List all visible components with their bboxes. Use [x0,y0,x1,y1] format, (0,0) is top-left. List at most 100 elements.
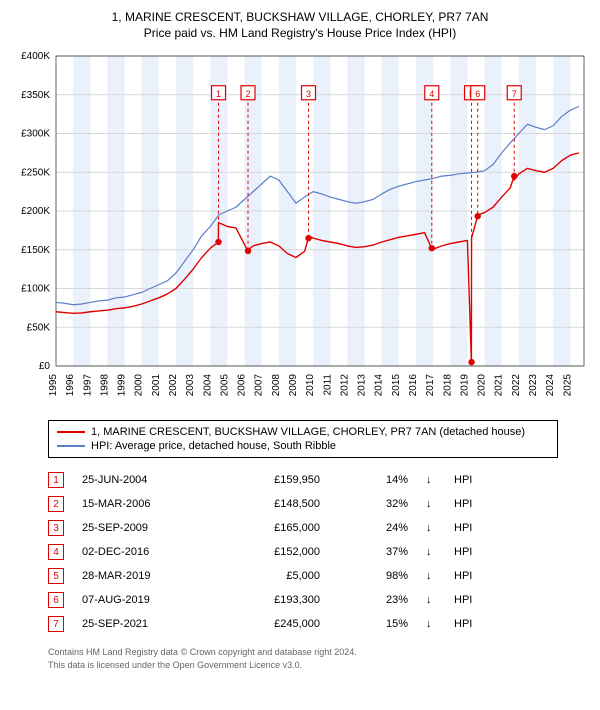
transaction-marker: 7 [48,616,64,632]
transaction-price: £165,000 [220,522,320,534]
svg-text:£350K: £350K [21,90,50,101]
svg-text:£150K: £150K [21,245,50,256]
svg-text:£100K: £100K [21,284,50,295]
legend-swatch [57,445,85,447]
legend-label: 1, MARINE CRESCENT, BUCKSHAW VILLAGE, CH… [91,426,525,438]
transaction-price: £245,000 [220,618,320,630]
svg-text:2016: 2016 [408,374,419,397]
transaction-hpi-label: HPI [454,618,484,630]
transaction-date: 07-AUG-2019 [82,594,202,606]
transaction-row: 402-DEC-2016£152,00037%↓HPI [48,540,558,564]
transaction-pct: 32% [338,498,408,510]
transaction-pct: 15% [338,618,408,630]
svg-text:1997: 1997 [82,374,93,397]
down-arrow-icon: ↓ [426,618,436,630]
transaction-hpi-label: HPI [454,474,484,486]
svg-text:3: 3 [306,89,311,99]
legend: 1, MARINE CRESCENT, BUCKSHAW VILLAGE, CH… [48,420,558,458]
svg-text:2010: 2010 [305,374,316,397]
svg-text:7: 7 [512,89,517,99]
legend-label: HPI: Average price, detached house, Sout… [91,440,336,452]
svg-text:2015: 2015 [391,374,402,397]
down-arrow-icon: ↓ [426,546,436,558]
svg-text:2019: 2019 [459,374,470,397]
footer-attribution: Contains HM Land Registry data © Crown c… [48,646,590,671]
transaction-date: 15-MAR-2006 [82,498,202,510]
footer-line-2: This data is licensed under the Open Gov… [48,659,590,672]
transaction-hpi-label: HPI [454,498,484,510]
transaction-row: 607-AUG-2019£193,30023%↓HPI [48,588,558,612]
svg-text:2005: 2005 [219,374,230,397]
transaction-pct: 37% [338,546,408,558]
svg-text:2014: 2014 [374,374,385,397]
svg-text:2007: 2007 [254,374,265,397]
svg-text:2001: 2001 [151,374,162,397]
svg-text:2020: 2020 [477,374,488,397]
svg-text:2018: 2018 [442,374,453,397]
transaction-price: £5,000 [220,570,320,582]
transaction-pct: 98% [338,570,408,582]
svg-text:1999: 1999 [117,374,128,397]
transactions-table: 125-JUN-2004£159,95014%↓HPI215-MAR-2006£… [48,468,558,636]
transaction-hpi-label: HPI [454,546,484,558]
down-arrow-icon: ↓ [426,594,436,606]
svg-text:2011: 2011 [322,374,333,396]
transaction-hpi-label: HPI [454,522,484,534]
down-arrow-icon: ↓ [426,474,436,486]
transaction-hpi-label: HPI [454,594,484,606]
svg-text:£50K: £50K [27,322,51,333]
transaction-marker: 1 [48,472,64,488]
svg-text:6: 6 [475,89,480,99]
svg-text:2025: 2025 [562,374,573,397]
svg-text:2006: 2006 [237,374,248,397]
transaction-row: 528-MAR-2019£5,00098%↓HPI [48,564,558,588]
chart-area: £0£50K£100K£150K£200K£250K£300K£350K£400… [10,48,590,408]
transaction-date: 25-SEP-2009 [82,522,202,534]
svg-text:2022: 2022 [511,374,522,397]
svg-text:£250K: £250K [21,167,50,178]
down-arrow-icon: ↓ [426,498,436,510]
transaction-row: 2 15-MAR-2006 £148,500 32% ↓ HPI [48,492,558,516]
svg-text:2004: 2004 [202,374,213,397]
svg-text:2: 2 [245,89,250,99]
svg-text:2003: 2003 [185,374,196,397]
legend-swatch [57,431,85,433]
legend-item: 1, MARINE CRESCENT, BUCKSHAW VILLAGE, CH… [57,425,549,439]
svg-text:1996: 1996 [65,374,76,397]
svg-text:2000: 2000 [134,374,145,397]
svg-text:1995: 1995 [48,374,59,397]
transaction-hpi-label: HPI [454,570,484,582]
legend-item: HPI: Average price, detached house, Sout… [57,439,549,453]
svg-text:2021: 2021 [494,374,505,397]
transaction-marker: 5 [48,568,64,584]
down-arrow-icon: ↓ [426,522,436,534]
svg-text:2013: 2013 [357,374,368,397]
transaction-price: £152,000 [220,546,320,558]
transaction-marker: 2 [48,496,64,512]
transaction-pct: 24% [338,522,408,534]
chart-title: 1, MARINE CRESCENT, BUCKSHAW VILLAGE, CH… [10,10,590,24]
transaction-pct: 23% [338,594,408,606]
transaction-date: 02-DEC-2016 [82,546,202,558]
svg-text:4: 4 [429,89,434,99]
transaction-marker: 6 [48,592,64,608]
down-arrow-icon: ↓ [426,570,436,582]
chart-subtitle: Price paid vs. HM Land Registry's House … [10,26,590,40]
svg-text:£200K: £200K [21,206,50,217]
svg-text:1: 1 [216,89,221,99]
transaction-row: 125-JUN-2004£159,95014%↓HPI [48,468,558,492]
transaction-price: £148,500 [220,498,320,510]
transaction-row: 3 25-SEP-2009 £165,000 24% ↓ HPI [48,516,558,540]
transaction-row: 7 25-SEP-2021 £245,000 15% ↓ HPI [48,612,558,636]
svg-text:1998: 1998 [99,374,110,397]
svg-text:2002: 2002 [168,374,179,397]
svg-text:2008: 2008 [271,374,282,397]
svg-text:2017: 2017 [425,374,436,397]
svg-text:2024: 2024 [545,374,556,397]
transaction-marker: 3 [48,520,64,536]
transaction-date: 25-SEP-2021 [82,618,202,630]
transaction-price: £159,950 [220,474,320,486]
svg-text:2023: 2023 [528,374,539,397]
svg-text:£0: £0 [39,361,51,372]
transaction-date: 25-JUN-2004 [82,474,202,486]
